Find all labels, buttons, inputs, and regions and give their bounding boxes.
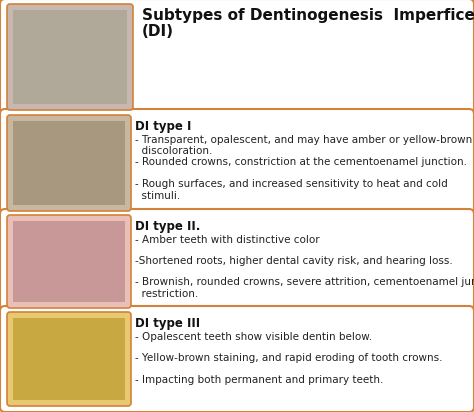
- Bar: [13, 221, 125, 302]
- Text: - Rough surfaces, and increased sensitivity to heat and cold
  stimuli.: - Rough surfaces, and increased sensitiv…: [135, 179, 448, 201]
- Text: Subtypes of Dentinogenesis  Imperficeta: Subtypes of Dentinogenesis Imperficeta: [142, 8, 474, 23]
- FancyBboxPatch shape: [7, 4, 133, 110]
- FancyBboxPatch shape: [7, 312, 131, 406]
- FancyBboxPatch shape: [0, 0, 474, 115]
- Text: - Amber teeth with distinctive color: - Amber teeth with distinctive color: [135, 235, 319, 245]
- Text: - Opalescent teeth show visible dentin below.: - Opalescent teeth show visible dentin b…: [135, 332, 372, 342]
- Bar: [13, 10, 127, 104]
- FancyBboxPatch shape: [7, 115, 131, 211]
- Text: -Shortened roots, higher dental cavity risk, and hearing loss.: -Shortened roots, higher dental cavity r…: [135, 256, 453, 266]
- Bar: [13, 318, 125, 400]
- FancyBboxPatch shape: [7, 215, 131, 308]
- Text: - Transparent, opalescent, and may have amber or yellow-brown
  discoloration.: - Transparent, opalescent, and may have …: [135, 135, 472, 156]
- Bar: [13, 121, 125, 205]
- Text: DI type I: DI type I: [135, 120, 191, 133]
- FancyBboxPatch shape: [0, 109, 474, 217]
- FancyBboxPatch shape: [0, 209, 474, 314]
- Text: (DI): (DI): [142, 24, 174, 39]
- Text: DI type III: DI type III: [135, 317, 200, 330]
- Text: - Rounded crowns, constriction at the cementoenamel junction.: - Rounded crowns, constriction at the ce…: [135, 157, 467, 167]
- Text: DI type II.: DI type II.: [135, 220, 201, 233]
- Text: - Brownish, rounded crowns, severe attrition, cementoenamel junction
  restricti: - Brownish, rounded crowns, severe attri…: [135, 277, 474, 299]
- FancyBboxPatch shape: [0, 306, 474, 412]
- Text: - Impacting both permanent and primary teeth.: - Impacting both permanent and primary t…: [135, 375, 383, 385]
- Text: - Yellow-brown staining, and rapid eroding of tooth crowns.: - Yellow-brown staining, and rapid erodi…: [135, 353, 443, 363]
